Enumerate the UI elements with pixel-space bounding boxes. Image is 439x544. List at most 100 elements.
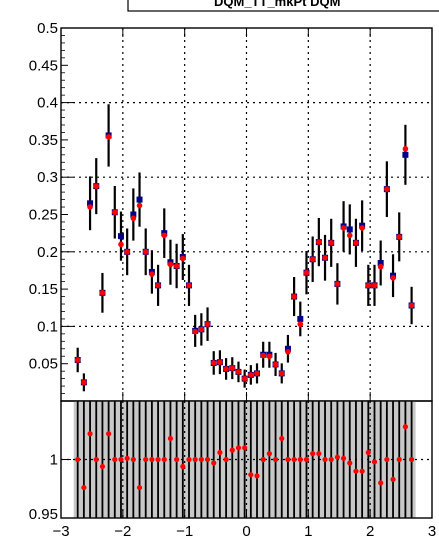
ratio-marker-12 — [149, 456, 155, 463]
ratio-marker-44 — [347, 460, 353, 466]
reference-marker-10 — [136, 196, 143, 203]
data-marker-51 — [390, 275, 396, 281]
data-marker-3 — [93, 183, 100, 189]
data-marker-26 — [235, 369, 242, 375]
data-marker-54 — [408, 302, 415, 309]
data-marker-13 — [155, 282, 161, 289]
bottom-panel: 0.95 1 −3 −2 −1 0 1 2 3 — [29, 400, 436, 540]
top-y-tick-label-3: 0.15 — [29, 281, 58, 298]
ratio-marker-41 — [328, 456, 334, 463]
data-marker-24 — [223, 366, 229, 372]
data-marker-19 — [192, 328, 198, 335]
ratio-marker-32 — [272, 456, 279, 463]
top-y-tick-label-9: 0.45 — [29, 57, 58, 74]
ratio-marker-39 — [316, 451, 322, 457]
data-marker-52 — [396, 234, 403, 240]
data-marker-10 — [136, 202, 143, 209]
ratio-marker-2 — [87, 431, 93, 437]
data-marker-22 — [210, 360, 217, 366]
ratio-marker-42 — [334, 454, 340, 460]
ratio-marker-4 — [99, 463, 106, 470]
plot-title: DQM_TT_mkPt DQM — [214, 0, 340, 9]
bottom-y-tick-label-1: 1 — [50, 452, 58, 469]
data-marker-17 — [180, 255, 186, 262]
ratio-marker-7 — [118, 456, 124, 463]
data-marker-31 — [266, 353, 273, 360]
ratio-marker-21 — [204, 456, 211, 463]
ratio-marker-3 — [93, 456, 99, 463]
ratio-marker-9 — [130, 456, 136, 463]
bottom-x-tick-label-0: −3 — [52, 523, 69, 540]
data-marker-18 — [186, 282, 192, 289]
ratio-marker-16 — [174, 456, 180, 463]
ratio-marker-18 — [186, 456, 192, 463]
reference-marker-49 — [377, 259, 384, 266]
ratio-marker-50 — [384, 456, 390, 463]
bottom-x-tick-label-6: 3 — [428, 523, 436, 540]
top-y-tick-label-1: 0.05 — [29, 356, 58, 373]
data-marker-11 — [142, 249, 149, 255]
ratio-marker-43 — [340, 455, 347, 461]
bottom-y-tick-label-0: 0.95 — [29, 506, 58, 523]
data-marker-2 — [87, 204, 93, 210]
data-marker-6 — [111, 209, 118, 216]
data-marker-50 — [384, 186, 390, 192]
data-marker-35 — [291, 293, 297, 300]
data-marker-48 — [371, 282, 378, 289]
top-y-tick-label-6: 0.3 — [37, 169, 58, 186]
ratio-marker-37 — [303, 456, 310, 463]
bottom-x-tick-label-3: 0 — [242, 523, 250, 540]
data-marker-4 — [99, 290, 106, 296]
data-marker-53 — [402, 146, 409, 152]
ratio-marker-25 — [229, 447, 235, 453]
ratio-marker-22 — [211, 460, 217, 466]
ratio-marker-33 — [279, 435, 285, 442]
data-marker-7 — [118, 241, 124, 248]
ratio-marker-40 — [322, 456, 328, 463]
data-marker-42 — [334, 281, 341, 287]
data-marker-39 — [316, 239, 322, 245]
top-y-tick-label-7: 0.35 — [29, 132, 58, 149]
data-marker-32 — [272, 361, 279, 368]
data-marker-27 — [241, 375, 248, 382]
ratio-marker-38 — [310, 451, 316, 457]
data-marker-45 — [353, 240, 359, 246]
data-marker-12 — [149, 271, 155, 277]
top-y-tick-label-8: 0.4 — [37, 95, 58, 112]
bottom-x-tick-label-1: −2 — [114, 523, 131, 540]
data-marker-15 — [167, 261, 174, 268]
data-marker-23 — [217, 359, 223, 366]
data-marker-49 — [377, 263, 384, 270]
data-marker-47 — [365, 282, 372, 289]
data-marker-37 — [303, 269, 310, 276]
bottom-frame — [60, 400, 433, 519]
ratio-marker-11 — [143, 456, 149, 463]
reference-marker-9 — [130, 211, 137, 218]
data-marker-16 — [173, 263, 180, 269]
ratio-marker-8 — [124, 455, 130, 461]
data-marker-20 — [198, 326, 205, 333]
data-marker-43 — [340, 225, 347, 231]
data-marker-41 — [328, 240, 335, 246]
bottom-x-tick-label-5: 2 — [366, 523, 374, 540]
ratio-marker-17 — [180, 463, 186, 470]
ratio-marker-49 — [378, 480, 384, 486]
top-y-tick-label-4: 0.2 — [37, 244, 58, 261]
ratio-marker-52 — [396, 456, 402, 463]
reference-marker-7 — [117, 233, 124, 240]
top-y-tick-label-2: 0.1 — [37, 318, 58, 335]
ratio-marker-28 — [248, 472, 254, 478]
ratio-marker-34 — [285, 456, 291, 463]
ratio-marker-53 — [402, 424, 409, 430]
ratio-marker-26 — [235, 445, 242, 451]
data-marker-8 — [124, 249, 130, 255]
ratio-marker-20 — [198, 456, 204, 463]
reference-marker-44 — [346, 226, 353, 233]
ratio-marker-10 — [136, 484, 143, 491]
title-box: DQM_TT_mkPt DQM — [127, 0, 439, 12]
ratio-marker-14 — [161, 456, 167, 463]
ratio-marker-13 — [155, 456, 161, 463]
top-panel: 0.05 0.1 0.15 0.2 0.25 0.3 0.35 0.4 0.45 0.5 — [29, 20, 433, 402]
ratio-marker-27 — [242, 445, 248, 451]
data-marker-30 — [260, 352, 266, 359]
